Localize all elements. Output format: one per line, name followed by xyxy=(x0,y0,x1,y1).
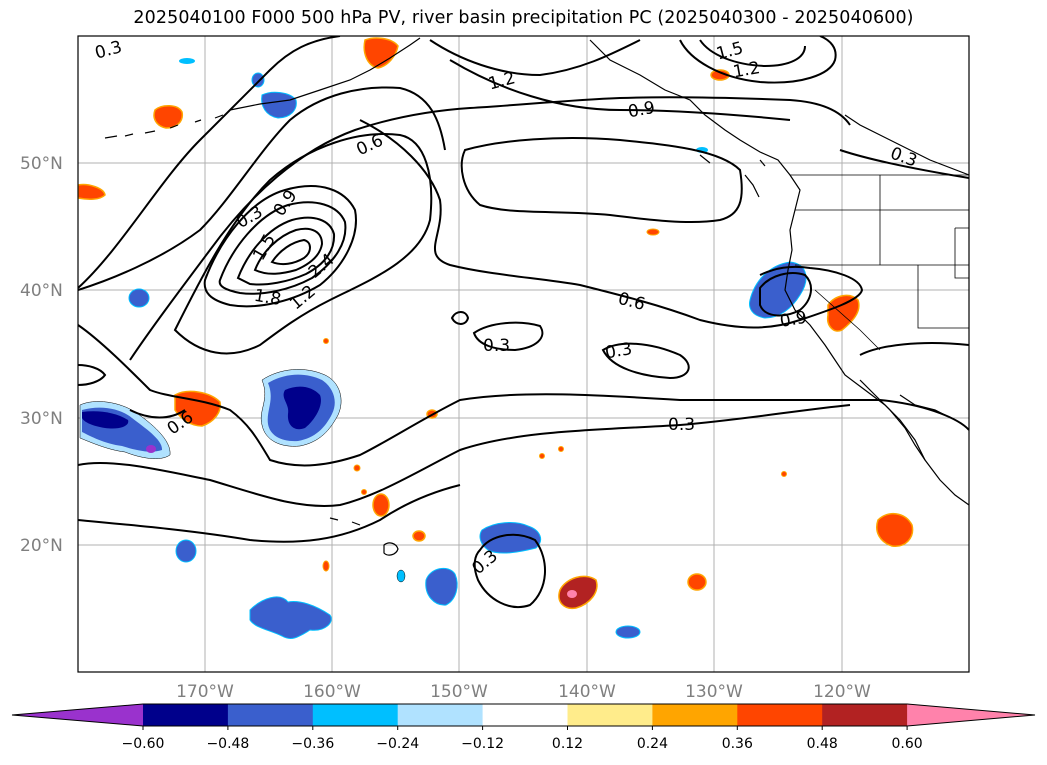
positive-precip-blob xyxy=(361,489,367,495)
positive-precip-blob xyxy=(781,471,787,477)
positive-precip-blob xyxy=(558,446,564,452)
lon-label: 140°W xyxy=(558,682,616,702)
contour-label: 0.9 xyxy=(778,308,808,332)
negative-precip-blob xyxy=(179,58,195,64)
colorbar-segment xyxy=(822,704,908,726)
negative-precip-blob xyxy=(251,72,265,88)
map-area xyxy=(78,36,969,672)
negative-precip-blob xyxy=(82,411,129,429)
contour-label: 0.3 xyxy=(668,415,695,435)
colorbar-segment xyxy=(312,704,399,726)
lat-label: 30°N xyxy=(20,409,63,429)
positive-precip-blob xyxy=(363,37,399,69)
longitude-labels: 170°W 160°W 150°W 140°W 130°W 120°W xyxy=(176,682,871,702)
negative-precip-blob xyxy=(425,567,458,606)
positive-precip-blob xyxy=(826,294,860,332)
figure-title: 2025040100 F000 500 hPa PV, river basin … xyxy=(133,8,914,28)
colorbar-tick-label: 0.48 xyxy=(807,736,838,752)
negative-precip-blob xyxy=(479,522,542,554)
contour-label: 0.3 xyxy=(483,336,510,356)
colorbar-segment xyxy=(652,704,738,726)
positive-precip-blob xyxy=(174,390,222,427)
negative-precip-blob xyxy=(146,445,156,453)
negative-precip-blob xyxy=(396,569,406,583)
positive-precip-blob xyxy=(558,575,598,610)
positive-precip-blob xyxy=(153,105,184,129)
positive-precip-blob xyxy=(687,573,707,591)
lat-label: 20°N xyxy=(20,536,63,556)
latitude-labels: 20°N 30°N 40°N 50°N xyxy=(20,154,63,556)
negative-precip-blob xyxy=(261,91,297,119)
positive-precip-blob xyxy=(412,530,426,542)
colorbar-tick-label: 0.36 xyxy=(722,736,753,752)
map-border xyxy=(77,35,970,673)
positive-precip-blob xyxy=(78,183,106,200)
lon-label: 170°W xyxy=(176,682,234,702)
colorbar-segment xyxy=(143,704,229,726)
colorbar-tick-label: 0.24 xyxy=(637,736,668,752)
positive-precip-blob xyxy=(353,464,361,472)
lat-label: 40°N xyxy=(20,281,63,301)
negative-precip-blob xyxy=(175,539,197,563)
colorbar-tick-label: 0.60 xyxy=(892,736,923,752)
colorbar-segment xyxy=(482,704,568,726)
colorbar-tick-label: −0.48 xyxy=(206,736,249,752)
colorbar: −0.60 −0.48 −0.36 −0.24 −0.12 0.12 0.24 0.36 0.4… xyxy=(11,703,1036,752)
lon-label: 160°W xyxy=(303,682,361,702)
lon-label: 120°W xyxy=(813,682,871,702)
negative-precip-blob xyxy=(615,625,641,639)
colorbar-extend-low xyxy=(12,704,143,726)
positive-precip-blob xyxy=(567,590,577,598)
lon-label: 130°W xyxy=(685,682,743,702)
lon-label: 150°W xyxy=(430,682,488,702)
contour-label: 0.9 xyxy=(626,98,656,122)
colorbar-segment xyxy=(567,704,653,726)
negative-precip-blob xyxy=(128,288,150,308)
positive-precip-blob xyxy=(876,513,914,547)
political-borders xyxy=(790,174,969,351)
colorbar-segment xyxy=(397,704,484,726)
colorbar-tick-label: 0.12 xyxy=(552,736,583,752)
colorbar-tick-label: −0.60 xyxy=(122,736,165,752)
contour-label: 1.2 xyxy=(731,58,761,82)
colorbar-tick-label: −0.12 xyxy=(461,736,504,752)
colorbar-extend-high xyxy=(907,704,1035,726)
positive-precip-blob xyxy=(322,560,330,572)
contour-label: 0.3 xyxy=(604,339,634,363)
colorbar-tick-label: −0.24 xyxy=(376,736,419,752)
positive-precip-blob xyxy=(539,453,545,459)
positive-precip-blob xyxy=(646,228,660,236)
contour-label: 1.8 xyxy=(252,286,282,310)
positive-precip-blob xyxy=(372,493,390,517)
negative-precip-blob xyxy=(283,386,321,430)
precipitation-anomalies xyxy=(78,37,914,639)
negative-precip-blob xyxy=(249,596,332,639)
colorbar-tick-label: −0.36 xyxy=(291,736,334,752)
pv-contours xyxy=(78,36,969,608)
lat-label: 50°N xyxy=(20,154,63,174)
colorbar-segment xyxy=(227,704,314,726)
positive-precip-blob xyxy=(323,338,329,344)
colorbar-segment xyxy=(737,704,823,726)
